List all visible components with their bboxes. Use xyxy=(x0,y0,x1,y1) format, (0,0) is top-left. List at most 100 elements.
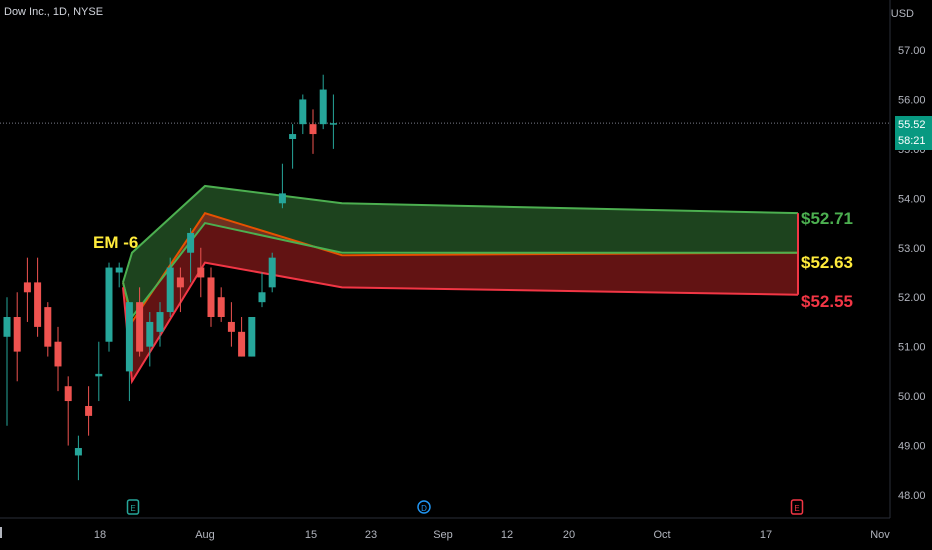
bar-countdown: 58:21 xyxy=(898,135,926,147)
candle xyxy=(176,267,184,313)
candle-body xyxy=(74,448,82,456)
candle xyxy=(13,292,21,382)
x-tick-label: 15 xyxy=(305,529,317,541)
candle-body xyxy=(217,297,225,317)
candle-body xyxy=(64,386,72,402)
candle-body xyxy=(207,277,215,317)
x-tick-label: Sep xyxy=(433,529,453,541)
x-tick-label: 12 xyxy=(501,529,513,541)
candle-body xyxy=(156,312,164,332)
lower-price-label: $52.55 xyxy=(801,292,853,311)
y-tick-label: 50.00 xyxy=(898,391,926,403)
candle-body xyxy=(115,267,123,273)
candle xyxy=(299,94,307,135)
dividend-marker-icon xyxy=(417,500,431,514)
candle xyxy=(156,302,164,347)
candle-body xyxy=(166,267,174,313)
candle xyxy=(74,435,82,481)
earnings-marker-icon xyxy=(126,499,140,515)
y-tick-label: 56.00 xyxy=(898,94,926,106)
candle-body xyxy=(268,257,276,288)
candle xyxy=(64,376,72,446)
candle xyxy=(95,341,103,402)
upper-band-line xyxy=(122,184,799,283)
y-tick-label: 54.00 xyxy=(898,193,926,205)
x-tick-fragment xyxy=(0,527,2,538)
candle-body xyxy=(125,302,133,372)
candle-body xyxy=(95,373,103,377)
x-tick-label: 23 xyxy=(365,529,377,541)
candle-body xyxy=(136,302,144,352)
candle xyxy=(125,302,133,402)
candle xyxy=(54,326,62,392)
candle-body xyxy=(13,317,21,352)
upper-band-fill xyxy=(123,185,798,317)
candle xyxy=(3,297,11,426)
y-tick-label: 51.00 xyxy=(898,342,926,354)
candle-body xyxy=(258,292,266,303)
candle-body xyxy=(34,282,42,327)
candle xyxy=(217,287,225,322)
candle-body xyxy=(309,124,317,135)
event-marker: E xyxy=(126,499,140,515)
y-tick-label: 49.00 xyxy=(898,441,926,453)
last-price-value: 55.52 xyxy=(898,119,926,131)
candle xyxy=(319,74,327,130)
candle xyxy=(268,252,276,293)
candle xyxy=(85,386,93,436)
candle-body xyxy=(248,317,256,357)
candle-body xyxy=(329,123,337,125)
y-tick-label: 48.00 xyxy=(898,490,926,502)
candle xyxy=(309,109,317,154)
candle-body xyxy=(176,277,184,288)
candle-body xyxy=(146,321,154,347)
candle xyxy=(238,317,246,357)
candle xyxy=(44,302,52,357)
symbol-title: Dow Inc., 1D, NYSE xyxy=(4,6,104,18)
candle xyxy=(197,247,205,298)
event-marker: D xyxy=(417,500,431,514)
candle xyxy=(258,272,266,308)
candle-body xyxy=(299,99,307,125)
candle xyxy=(227,302,235,347)
candle-body xyxy=(289,134,297,139)
candle-body xyxy=(319,89,327,125)
em-label: EM -6 xyxy=(93,233,138,252)
event-marker-letter: E xyxy=(130,504,135,513)
candle xyxy=(136,287,144,357)
candle xyxy=(187,228,195,283)
candle xyxy=(207,267,215,327)
candle-body xyxy=(85,406,93,416)
currency-label: USD xyxy=(890,8,914,20)
candle xyxy=(278,163,286,209)
x-tick-label: Aug xyxy=(195,529,215,541)
candle-body xyxy=(187,232,195,253)
x-tick-label: 18 xyxy=(94,529,106,541)
candle-body xyxy=(44,307,52,347)
candle-body xyxy=(23,282,31,293)
earnings-marker-icon xyxy=(790,499,804,515)
last-price-tag: 55.52 58:21 xyxy=(895,116,932,150)
candle-body xyxy=(278,193,286,204)
candle xyxy=(34,257,42,337)
candle xyxy=(146,312,154,367)
y-tick-label: 53.00 xyxy=(898,243,926,255)
candle xyxy=(115,262,123,288)
candle xyxy=(23,257,31,322)
x-tick-label: 20 xyxy=(563,529,575,541)
x-tick-label: Nov xyxy=(870,529,890,541)
candle xyxy=(248,317,256,357)
candle xyxy=(105,262,113,352)
x-tick-label: 17 xyxy=(760,529,772,541)
event-marker-letter: D xyxy=(421,504,427,513)
candle xyxy=(289,124,297,169)
candle-body xyxy=(105,267,113,342)
candle xyxy=(329,94,337,149)
y-tick-label: 57.00 xyxy=(898,45,926,57)
candle-body xyxy=(227,321,235,332)
event-marker-letter: E xyxy=(794,504,799,513)
y-tick-label: 52.00 xyxy=(898,292,926,304)
candle xyxy=(166,257,174,317)
lower-band-fill xyxy=(123,213,798,382)
